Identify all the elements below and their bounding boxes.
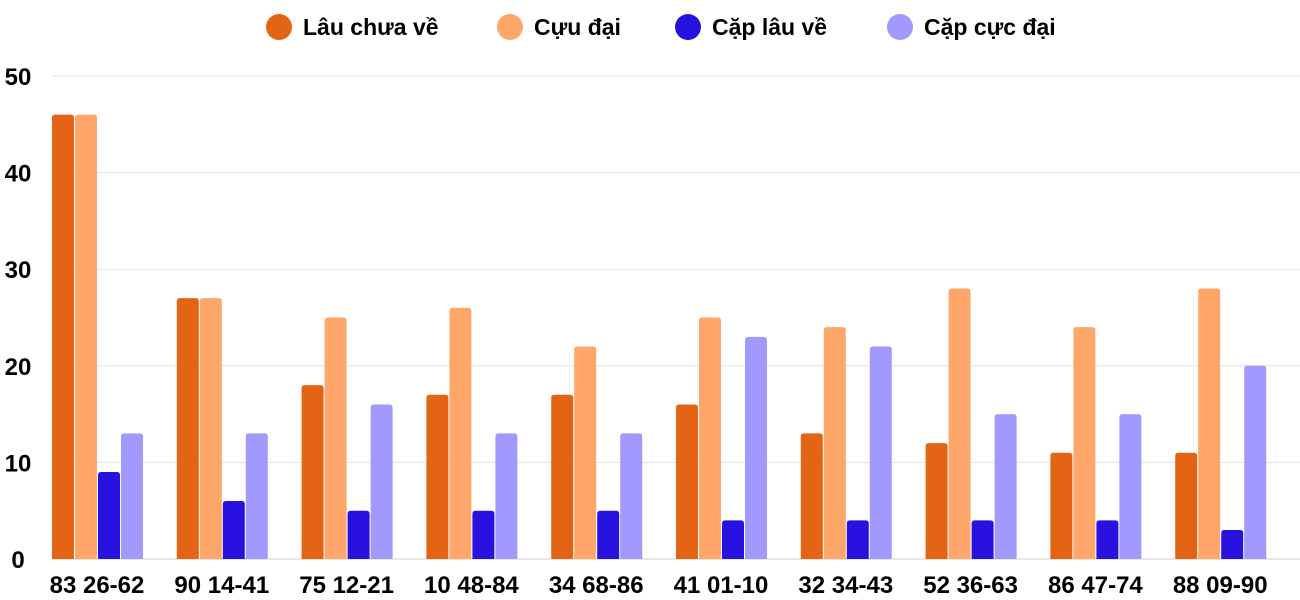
bar-cặp-lâu-về	[222, 501, 245, 559]
bar-lâu-chưa-về	[52, 114, 74, 559]
bar-lâu-chưa-về	[1175, 452, 1198, 559]
bar-cựu-đại	[1073, 327, 1096, 559]
x-tick-label: 88 09-90	[1173, 572, 1268, 599]
bar-cựu-đại	[449, 307, 472, 559]
bar-cặp-lâu-về	[971, 520, 994, 559]
bar-cặp-cực-đại	[1244, 365, 1267, 559]
bar-cựu-đại	[699, 317, 721, 559]
bar-cựu-đại	[1198, 288, 1221, 559]
bar-lâu-chưa-về	[800, 433, 823, 559]
y-tick-label: 10	[5, 450, 32, 477]
bar-cặp-lâu-về	[722, 520, 744, 559]
bar-lâu-chưa-về	[676, 404, 698, 559]
y-tick-label: 40	[5, 161, 32, 188]
bar-cặp-cực-đại	[121, 433, 143, 559]
bar-lâu-chưa-về	[301, 385, 324, 559]
y-tick-label: 20	[5, 354, 32, 381]
bar-cặp-cực-đại	[745, 336, 767, 559]
bar-cặp-lâu-về	[98, 472, 120, 559]
bar-cựu-đại	[199, 298, 222, 559]
legend-marker	[266, 14, 292, 40]
x-tick-label: 10 48-84	[424, 572, 519, 599]
y-tick-label: 0	[11, 547, 24, 574]
bar-cặp-lâu-về	[472, 510, 495, 559]
bar-cặp-lâu-về	[597, 510, 620, 559]
bar-lâu-chưa-về	[925, 443, 948, 559]
y-tick-label: 50	[5, 64, 32, 91]
bar-cặp-cực-đại	[994, 414, 1017, 559]
bar-cựu-đại	[75, 114, 97, 559]
x-tick-label: 83 26-62	[50, 572, 145, 599]
legend: Lâu chưa về Cựu đại Cặp lâu về Cặp cực đại	[266, 14, 1056, 40]
legend-label: Cặp lâu về	[712, 14, 827, 40]
bar-cặp-cực-đại	[869, 346, 892, 559]
bar-lâu-chưa-về	[1050, 452, 1073, 559]
bar-cặp-cực-đại	[370, 404, 393, 559]
x-axis-labels: 83 26-62 90 14-41 75 12-21 10 48-84 34 68-86…	[50, 572, 1268, 599]
x-tick-label: 41 01-10	[674, 572, 769, 599]
legend-marker	[675, 14, 701, 40]
bar-cặp-cực-đại	[1119, 414, 1142, 559]
bar-cặp-cực-đại	[495, 433, 518, 559]
legend-marker	[887, 14, 913, 40]
legend-label: Cặp cực đại	[924, 14, 1056, 40]
bar-lâu-chưa-về	[426, 394, 449, 559]
bar-lâu-chưa-về	[176, 298, 199, 559]
bar-cặp-lâu-về	[347, 510, 370, 559]
bar-cựu-đại	[574, 346, 597, 559]
y-tick-label: 30	[5, 257, 32, 284]
y-axis-ticks: 0 10 20 30 40 50	[5, 64, 32, 574]
bar-cặp-lâu-về	[1221, 530, 1244, 559]
bar-cặp-cực-đại	[620, 433, 643, 559]
x-tick-label: 90 14-41	[174, 572, 269, 599]
bar-cặp-cực-đại	[245, 433, 268, 559]
bar-lâu-chưa-về	[551, 394, 574, 559]
legend-marker	[497, 14, 523, 40]
x-tick-label: 52 36-63	[923, 572, 1018, 599]
bar-cựu-đại	[823, 327, 846, 559]
bars	[52, 114, 1267, 559]
bar-cặp-lâu-về	[846, 520, 869, 559]
bar-cựu-đại	[324, 317, 347, 559]
x-tick-label: 75 12-21	[299, 572, 394, 599]
legend-label: Lâu chưa về	[303, 14, 439, 40]
bar-cựu-đại	[948, 288, 971, 559]
bar-cặp-lâu-về	[1096, 520, 1119, 559]
x-tick-label: 32 34-43	[798, 572, 893, 599]
x-tick-label: 86 47-74	[1048, 572, 1143, 599]
x-tick-label: 34 68-86	[549, 572, 644, 599]
legend-label: Cựu đại	[534, 14, 621, 40]
